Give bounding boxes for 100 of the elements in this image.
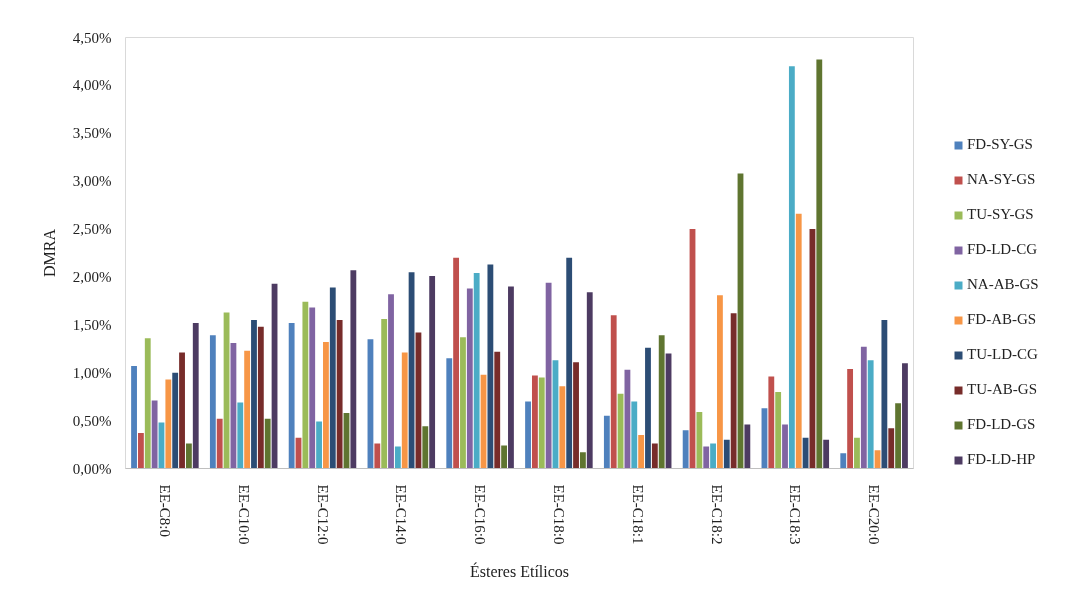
y-tick-label: 0,50% [72, 412, 112, 429]
y-tick-label: 3,00% [72, 173, 112, 190]
bar [867, 360, 874, 469]
bar [682, 430, 689, 469]
bar [847, 368, 854, 469]
legend-label: NA-SY-GS [967, 171, 1036, 188]
y-tick-label: 1,00% [72, 364, 112, 381]
bar [703, 446, 710, 469]
bar [775, 391, 782, 469]
legend-label: FD-LD-HP [967, 451, 1036, 468]
legend-label: FD-LD-CG [967, 241, 1037, 258]
y-axis-title: DMRA [40, 228, 58, 277]
bar [710, 443, 716, 469]
bar [401, 352, 408, 469]
x-tick-label: EE-C20:0 [866, 484, 883, 545]
bar [388, 294, 394, 469]
bar [651, 443, 658, 469]
bar [723, 439, 730, 469]
bar [525, 401, 531, 469]
legend-label: TU-AB-GS [967, 381, 1037, 398]
bar [902, 363, 908, 469]
bar [251, 320, 257, 469]
bar [323, 342, 329, 469]
legend-label: FD-SY-GS [967, 136, 1033, 153]
bar [717, 295, 723, 469]
bar [538, 377, 545, 469]
bar [586, 292, 593, 469]
bar [185, 443, 192, 469]
bar [209, 335, 216, 469]
bar [336, 320, 343, 469]
bar [788, 66, 795, 469]
x-tick-label: EE-C14:0 [393, 484, 410, 545]
y-tick-label: 2,50% [72, 221, 112, 238]
bar [381, 319, 388, 469]
bar [131, 366, 137, 469]
bar [854, 437, 860, 469]
bar [309, 307, 316, 469]
bar [795, 213, 802, 469]
bar [895, 403, 902, 469]
y-tick-label: 1,50% [72, 316, 112, 333]
bar [244, 350, 251, 469]
bar [573, 362, 579, 469]
y-tick-label: 0,00% [72, 460, 112, 477]
bar [638, 434, 645, 469]
bar [494, 351, 501, 469]
bar [579, 452, 586, 469]
bar [881, 320, 888, 469]
x-tick-label: EE-C18:2 [708, 484, 725, 545]
bar [473, 273, 480, 469]
bar [730, 313, 737, 469]
bar [696, 411, 703, 469]
bar [860, 346, 867, 469]
bar [446, 358, 453, 469]
x-axis-title: Ésteres Etílicos [469, 562, 570, 581]
bar [545, 282, 552, 469]
x-tick-label: EE-C12:0 [314, 484, 331, 545]
bar [645, 347, 651, 469]
bar [151, 400, 158, 469]
bar [216, 418, 223, 469]
x-tick-label: EE-C16:0 [472, 484, 489, 545]
y-tick-label: 2,00% [72, 268, 112, 285]
bar [257, 326, 264, 469]
bar [744, 424, 751, 469]
bar [192, 322, 199, 469]
legend-label: TU-SY-GS [967, 206, 1034, 223]
bar [453, 257, 460, 469]
bar [264, 418, 271, 469]
y-tick-label: 4,00% [72, 77, 112, 94]
bar [610, 315, 617, 469]
bar [460, 337, 466, 469]
bar [466, 288, 473, 469]
bar [531, 375, 538, 469]
bar [237, 402, 244, 469]
bar [508, 286, 514, 469]
bar [631, 401, 638, 469]
bar [329, 287, 336, 469]
bar [179, 352, 185, 469]
bar [302, 301, 309, 469]
bar [768, 376, 775, 469]
bar [172, 372, 179, 469]
x-tick-label: EE-C10:0 [235, 484, 252, 545]
bar [137, 433, 144, 469]
bar [316, 421, 322, 469]
bar [394, 446, 401, 469]
bar [782, 424, 788, 469]
bar [429, 275, 436, 469]
bar [823, 439, 830, 469]
bar [888, 428, 895, 469]
legend-label: FD-LD-GS [967, 416, 1036, 433]
bar [165, 379, 172, 469]
bar [374, 443, 381, 469]
bar [501, 445, 508, 469]
bar [144, 338, 151, 469]
bar [566, 257, 573, 469]
bar [487, 264, 494, 469]
y-tick-label: 4,50% [72, 29, 112, 46]
bar [603, 415, 610, 469]
bar [422, 426, 429, 469]
legend-label: NA-AB-GS [967, 276, 1039, 293]
bar [840, 453, 847, 469]
